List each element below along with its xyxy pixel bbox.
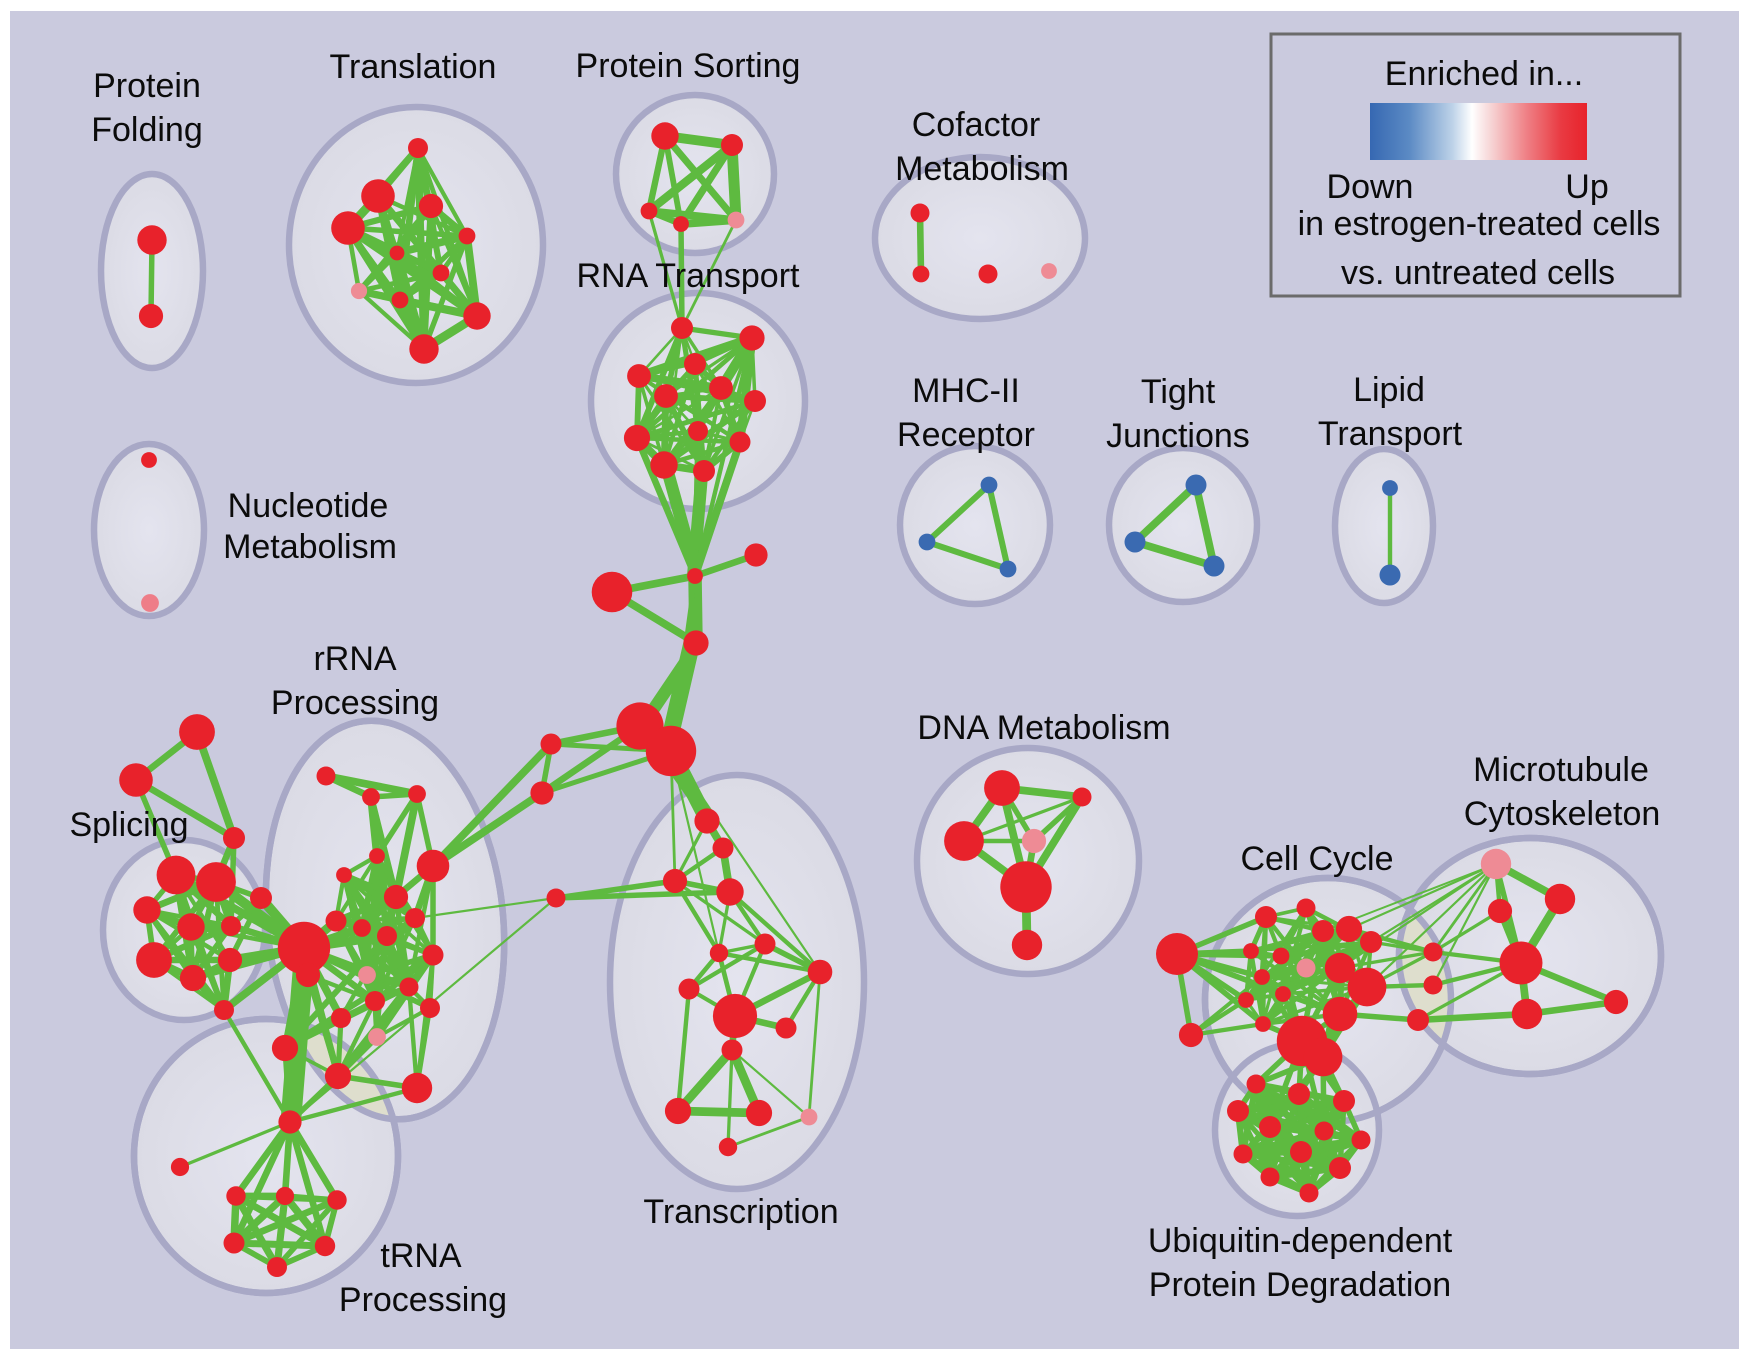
svg-text:Down: Down <box>1327 168 1414 206</box>
svg-text:Receptor: Receptor <box>897 416 1035 454</box>
svg-text:Splicing: Splicing <box>69 806 188 844</box>
svg-text:Transcription: Transcription <box>643 1193 838 1231</box>
svg-text:Processing: Processing <box>271 684 439 722</box>
svg-text:Metabolism: Metabolism <box>223 528 397 566</box>
svg-text:rRNA: rRNA <box>313 640 396 678</box>
svg-text:Metabolism: Metabolism <box>895 150 1069 188</box>
svg-text:Protein Degradation: Protein Degradation <box>1149 1266 1451 1304</box>
svg-text:MHC-II: MHC-II <box>912 372 1020 410</box>
svg-text:Folding: Folding <box>91 111 203 149</box>
svg-text:vs. untreated cells: vs. untreated cells <box>1341 254 1615 292</box>
svg-text:Protein: Protein <box>93 67 201 105</box>
svg-text:Nucleotide: Nucleotide <box>228 487 389 525</box>
svg-text:Cytoskeleton: Cytoskeleton <box>1464 795 1661 833</box>
svg-text:Protein Sorting: Protein Sorting <box>576 47 801 85</box>
svg-text:Up: Up <box>1565 168 1608 206</box>
svg-text:Cofactor: Cofactor <box>912 106 1041 144</box>
svg-text:Transport: Transport <box>1318 415 1463 453</box>
svg-text:Translation: Translation <box>330 48 497 86</box>
svg-text:Enriched in...: Enriched in... <box>1385 55 1583 93</box>
svg-text:Tight: Tight <box>1141 373 1216 411</box>
svg-text:Lipid: Lipid <box>1353 371 1425 409</box>
svg-text:Junctions: Junctions <box>1106 417 1250 455</box>
svg-text:Cell Cycle: Cell Cycle <box>1240 840 1393 878</box>
svg-text:Ubiquitin-dependent: Ubiquitin-dependent <box>1148 1222 1453 1260</box>
svg-text:DNA Metabolism: DNA Metabolism <box>917 709 1170 747</box>
svg-text:Processing: Processing <box>339 1281 507 1319</box>
svg-text:Microtubule: Microtubule <box>1473 751 1649 789</box>
svg-text:in estrogen-treated cells: in estrogen-treated cells <box>1298 205 1661 243</box>
svg-text:tRNA: tRNA <box>380 1237 462 1275</box>
svg-text:RNA Transport: RNA Transport <box>577 257 801 295</box>
